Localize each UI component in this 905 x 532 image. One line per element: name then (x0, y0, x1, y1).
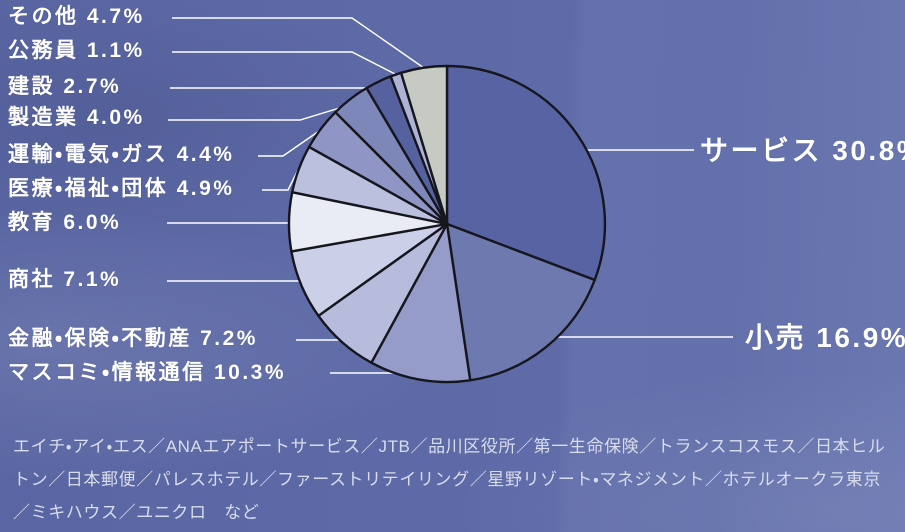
leader-line-11 (172, 17, 425, 69)
pie-slice-label-11: その他 4.7% (8, 5, 145, 28)
leader-line-6 (262, 167, 300, 191)
pie-slice-label-4: 商社 7.1% (8, 268, 122, 291)
pie-slice-0 (445, 64, 607, 282)
pie-slice-label-2: マスコミ・情報通信 10.3% (8, 361, 287, 384)
pie-slice-1 (445, 222, 596, 382)
pie-slice-label-3: 金融・保険・不動産 7.2% (8, 327, 258, 350)
pie-slice-label-9: 建設 2.7% (8, 75, 122, 98)
pie-slice-label-8: 製造業 4.0% (8, 106, 145, 129)
pie-slice-label-10: 公務員 1.1% (8, 39, 145, 62)
leader-line-10 (172, 51, 398, 76)
pie-slice-label-7: 運輸・電気・ガス 4.4% (8, 143, 235, 166)
pie-slice-2 (370, 222, 472, 384)
leader-line-7 (258, 128, 323, 157)
pie-slice-label-1: 小売 16.9% (745, 322, 905, 353)
leader-lines (167, 17, 733, 374)
pie-slice-label-5: 教育 6.0% (8, 211, 122, 234)
pie-slice-11 (399, 64, 449, 226)
leader-line-8 (168, 105, 347, 121)
pie-slice-label-0: サービス 30.8% (700, 135, 905, 166)
pie-slice-label-6: 医療・福祉・団体 4.9% (8, 177, 235, 200)
pie-slices (287, 64, 607, 384)
companies-footnote: エイチ・アイ・エス／ANAエアポートサービス／JTB／品川区役所／第一生命保険／… (13, 437, 886, 522)
